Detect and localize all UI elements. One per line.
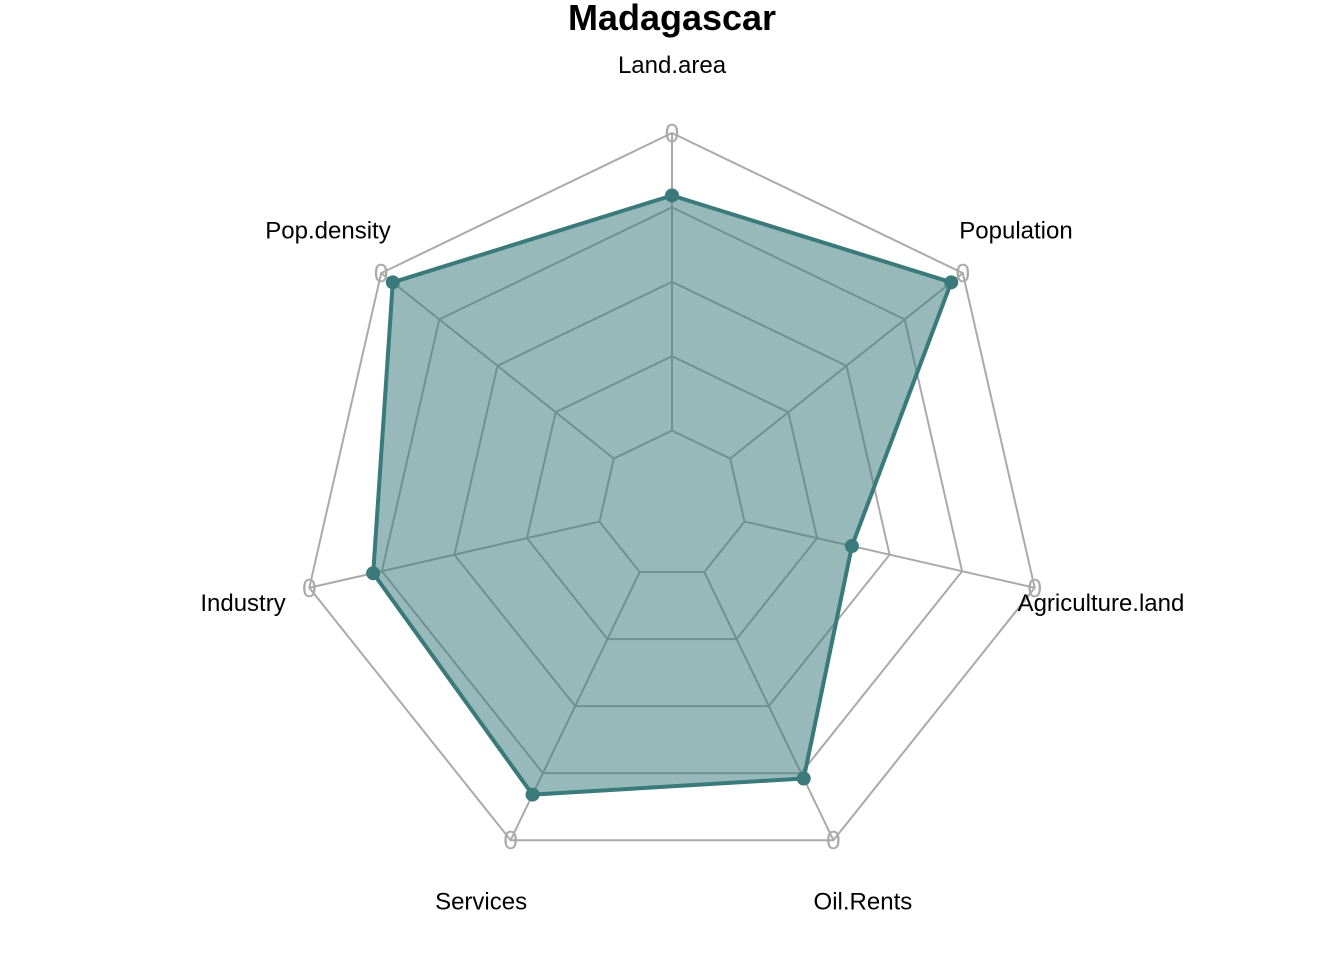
ring-value-label: 0 bbox=[1027, 573, 1041, 603]
axis-label: Population bbox=[959, 218, 1072, 245]
axis-label: Agriculture.land bbox=[1018, 590, 1185, 617]
grid-ring bbox=[308, 131, 1036, 842]
ring-value-label: 0 bbox=[503, 825, 517, 855]
radar-series bbox=[366, 188, 959, 802]
data-point bbox=[525, 787, 540, 802]
axis-label: Pop.density bbox=[265, 218, 390, 245]
axis-labels: Land.area Population Agriculture.land Oil.R… bbox=[200, 52, 1184, 915]
ring-value-label: 0 bbox=[665, 118, 679, 148]
ring-value-label: 0 bbox=[302, 573, 316, 603]
data-point bbox=[844, 539, 859, 554]
ring-value-label: 0 bbox=[374, 258, 388, 288]
data-point bbox=[796, 771, 811, 786]
axis-label: Oil.Rents bbox=[814, 888, 913, 915]
ring-value-label: 0 bbox=[826, 825, 840, 855]
ring-value-label: 0 bbox=[956, 258, 970, 288]
axis-label: Industry bbox=[200, 590, 285, 617]
series-area bbox=[371, 193, 954, 797]
axis-label: Services bbox=[435, 888, 527, 915]
data-point bbox=[385, 275, 400, 290]
axis-label: Land.area bbox=[618, 52, 727, 79]
data-point bbox=[944, 275, 959, 290]
chart-title: Madagascar bbox=[568, 0, 776, 38]
data-point bbox=[665, 188, 679, 203]
data-point bbox=[366, 566, 381, 581]
